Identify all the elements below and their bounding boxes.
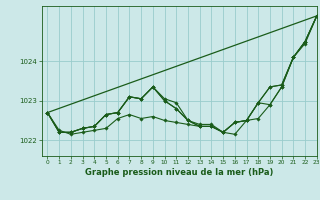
X-axis label: Graphe pression niveau de la mer (hPa): Graphe pression niveau de la mer (hPa) (85, 168, 273, 177)
